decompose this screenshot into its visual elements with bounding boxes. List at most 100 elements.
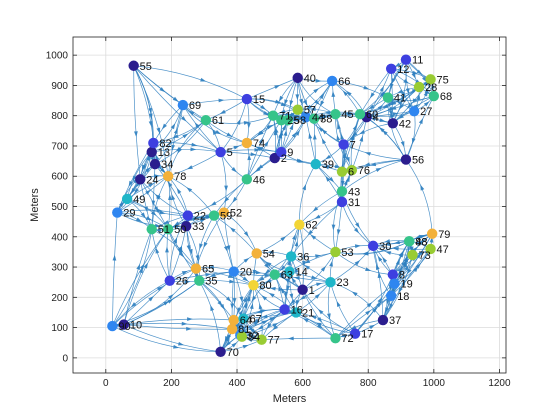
edge-arrowhead xyxy=(128,180,133,187)
edge-arrowhead xyxy=(167,181,173,188)
node-label: 31 xyxy=(348,197,360,209)
edge-arrowhead xyxy=(304,265,311,270)
node-point xyxy=(387,118,399,129)
edge-arrowhead xyxy=(419,238,426,245)
node-point xyxy=(128,60,139,71)
node-label: 63 xyxy=(281,270,293,282)
edge-arrowhead xyxy=(148,183,155,188)
x-tick-label: 600 xyxy=(294,378,311,389)
node-point xyxy=(346,164,358,176)
edge-arrowhead xyxy=(365,310,371,316)
edge-arrowhead xyxy=(379,85,384,92)
edge-arrowhead xyxy=(294,266,299,273)
y-tick-label: 500 xyxy=(51,202,68,213)
edge xyxy=(298,224,305,290)
edge-arrowhead xyxy=(253,318,260,324)
edge-arrowhead xyxy=(287,336,294,341)
edge-arrowhead xyxy=(227,274,234,278)
node-label: 24 xyxy=(146,174,158,186)
edge-arrowhead xyxy=(390,106,397,110)
edge-arrowhead xyxy=(375,167,382,172)
node-point xyxy=(336,166,348,177)
edge-arrowhead xyxy=(242,344,249,349)
node-label: 9 xyxy=(287,147,293,159)
node-point xyxy=(279,304,290,315)
edge-arrowhead xyxy=(382,256,388,263)
edge-arrowhead xyxy=(133,131,138,138)
node-point xyxy=(387,269,399,280)
edge-arrowhead xyxy=(311,275,318,280)
node-point xyxy=(300,112,312,123)
node-label: 4 xyxy=(373,112,379,124)
node-point xyxy=(408,105,420,117)
edge-arrowhead xyxy=(156,127,161,134)
edge xyxy=(123,324,221,353)
node-point xyxy=(215,346,226,358)
edge-arrowhead xyxy=(346,90,352,97)
edge-arrowhead xyxy=(280,265,286,271)
node-label: 36 xyxy=(297,251,309,263)
edge-arrowhead xyxy=(375,263,380,271)
edge-arrowhead xyxy=(377,255,383,262)
edge-arrowhead xyxy=(210,305,215,312)
edge-arrowhead xyxy=(266,322,272,329)
edge-arrowhead xyxy=(403,261,408,268)
edge-arrowhead xyxy=(220,303,225,310)
node-point xyxy=(354,108,366,120)
edge-arrowhead xyxy=(415,234,422,239)
node-label: 58 xyxy=(294,115,306,127)
edge-arrowhead xyxy=(345,176,350,183)
edge-arrowhead xyxy=(251,295,257,302)
node-label: 30 xyxy=(379,241,391,253)
edge xyxy=(261,337,336,341)
edge-arrowhead xyxy=(404,264,409,271)
edge-arrowhead xyxy=(265,278,272,283)
edge xyxy=(117,175,169,213)
edge-arrowhead xyxy=(173,344,180,349)
edge-arrowhead xyxy=(312,133,317,140)
y-axis-ticks: 0 100 200 300 400 500 600 700 800 900 1000 xyxy=(46,51,506,364)
edge-arrowhead xyxy=(423,101,430,107)
edge-arrowhead xyxy=(295,299,300,307)
edge-arrowhead xyxy=(366,302,373,308)
edge-arrowhead xyxy=(225,340,231,347)
node-label: 27 xyxy=(420,106,432,118)
edge-arrowhead xyxy=(215,129,222,135)
edge-arrowhead xyxy=(170,123,176,130)
edge-arrowhead xyxy=(219,109,226,115)
edge-arrowhead xyxy=(250,334,257,339)
node-point xyxy=(236,331,248,342)
node-label: 8 xyxy=(399,270,405,282)
edge-arrowhead xyxy=(223,196,230,203)
edge-arrowhead xyxy=(160,167,166,174)
edge-arrowhead xyxy=(226,132,233,137)
edge-arrowhead xyxy=(294,240,299,247)
edge xyxy=(112,268,197,327)
edge-arrowhead xyxy=(260,104,266,110)
edge xyxy=(167,119,207,177)
edge-arrowhead xyxy=(382,104,389,109)
edge-arrowhead xyxy=(394,62,401,68)
node-point xyxy=(389,278,400,289)
edge-arrowhead xyxy=(177,246,184,253)
edge xyxy=(117,151,153,213)
edge xyxy=(133,65,248,100)
edge-arrowhead xyxy=(269,286,276,291)
node-point xyxy=(200,115,212,126)
edge-arrowhead xyxy=(372,307,378,313)
node-label: 15 xyxy=(253,94,265,106)
x-tick-label: 200 xyxy=(163,378,180,389)
edge-arrowhead xyxy=(223,245,228,252)
edge xyxy=(343,144,406,160)
edge-arrowhead xyxy=(310,315,317,320)
node-point xyxy=(251,248,262,259)
edge-arrowhead xyxy=(412,98,419,103)
edge xyxy=(123,229,169,325)
node-label: 49 xyxy=(133,194,145,206)
edge-arrowhead xyxy=(250,328,257,335)
node-label: 90 xyxy=(118,321,130,333)
edge-arrowhead xyxy=(200,215,207,220)
edge-arrowhead xyxy=(321,138,327,145)
node-label: 82 xyxy=(159,138,171,150)
edge-arrowhead xyxy=(382,129,388,136)
